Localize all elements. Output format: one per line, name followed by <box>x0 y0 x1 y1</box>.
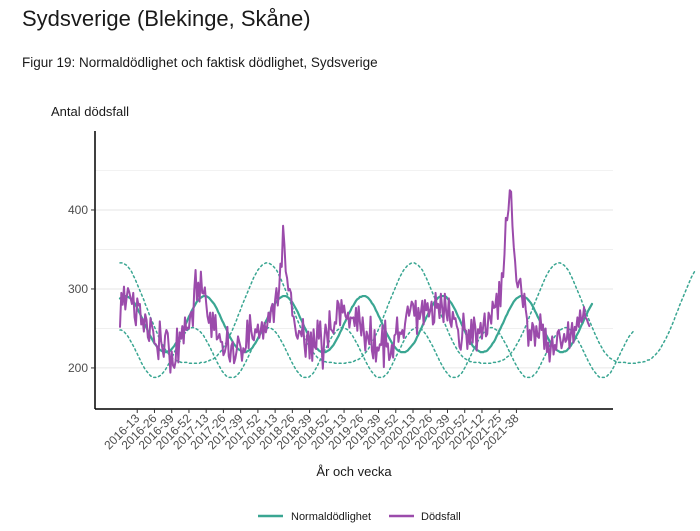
x-axis-title: År och vecka <box>316 464 392 479</box>
y-ticks: 200 300 400 <box>68 203 95 375</box>
legend-label-normal: Normaldödlighet <box>291 511 371 523</box>
legend-label-deaths: Dödsfall <box>421 511 461 523</box>
figure-caption: Figur 19: Normaldödlighet och faktisk dö… <box>22 55 378 70</box>
y-tick-label-200: 200 <box>68 361 88 375</box>
series-layer <box>118 189 697 379</box>
y-tick-label-400: 400 <box>68 203 88 217</box>
series-bound-upper <box>119 262 697 364</box>
y-tick-label-300: 300 <box>68 282 88 296</box>
series-deaths <box>119 189 591 374</box>
x-ticks: 2016-132016-262016-392016-522017-132017-… <box>101 409 522 452</box>
y-axis-title: Antal dödsfall <box>51 104 129 119</box>
page-title: Sydsverige (Blekinge, Skåne) <box>22 6 311 31</box>
legend: Normaldödlighet Dödsfall <box>258 511 461 523</box>
